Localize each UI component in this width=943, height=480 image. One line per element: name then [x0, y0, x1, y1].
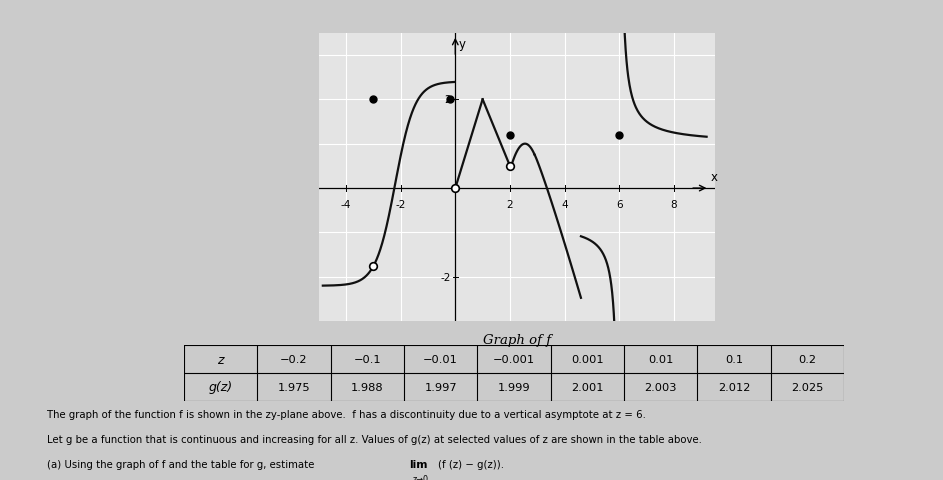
Text: g(z): g(z) — [208, 381, 233, 394]
Text: -2: -2 — [440, 272, 451, 282]
Text: 6: 6 — [616, 200, 622, 210]
Text: 1.999: 1.999 — [498, 382, 530, 392]
Text: 2: 2 — [506, 200, 513, 210]
Text: 8: 8 — [670, 200, 677, 210]
Text: (a) Using the graph of f and the table for g, estimate: (a) Using the graph of f and the table f… — [47, 459, 318, 469]
Text: 4: 4 — [561, 200, 568, 210]
Text: (f (z) − g(z)).: (f (z) − g(z)). — [438, 459, 504, 469]
Text: The graph of the function f is shown in the zy-plane above.  f has a discontinui: The graph of the function f is shown in … — [47, 409, 646, 419]
Text: 0.001: 0.001 — [571, 354, 604, 364]
Text: −0.2: −0.2 — [280, 354, 307, 364]
Text: Graph of f: Graph of f — [483, 334, 551, 347]
Text: −0.01: −0.01 — [423, 354, 458, 364]
Text: 0.01: 0.01 — [648, 354, 673, 364]
Text: 1.975: 1.975 — [277, 382, 310, 392]
Text: 2.025: 2.025 — [791, 382, 823, 392]
Text: z→0: z→0 — [413, 474, 429, 480]
Text: 0.2: 0.2 — [799, 354, 817, 364]
Text: 2.012: 2.012 — [718, 382, 750, 392]
Text: 2.001: 2.001 — [571, 382, 604, 392]
Text: lim: lim — [409, 459, 428, 469]
Text: -2: -2 — [395, 200, 405, 210]
Text: Let g be a function that is continuous and increasing for all z. Values of g(z) : Let g be a function that is continuous a… — [47, 434, 702, 444]
Text: 1.988: 1.988 — [351, 382, 384, 392]
Text: −0.001: −0.001 — [493, 354, 535, 364]
Text: z: z — [217, 353, 223, 366]
Text: x: x — [711, 170, 718, 183]
Text: −0.1: −0.1 — [354, 354, 381, 364]
Text: y: y — [458, 38, 466, 51]
Text: 2.003: 2.003 — [644, 382, 677, 392]
Text: 0.1: 0.1 — [725, 354, 743, 364]
Text: -4: -4 — [340, 200, 351, 210]
Text: 2: 2 — [444, 95, 451, 105]
Text: 1.997: 1.997 — [424, 382, 457, 392]
